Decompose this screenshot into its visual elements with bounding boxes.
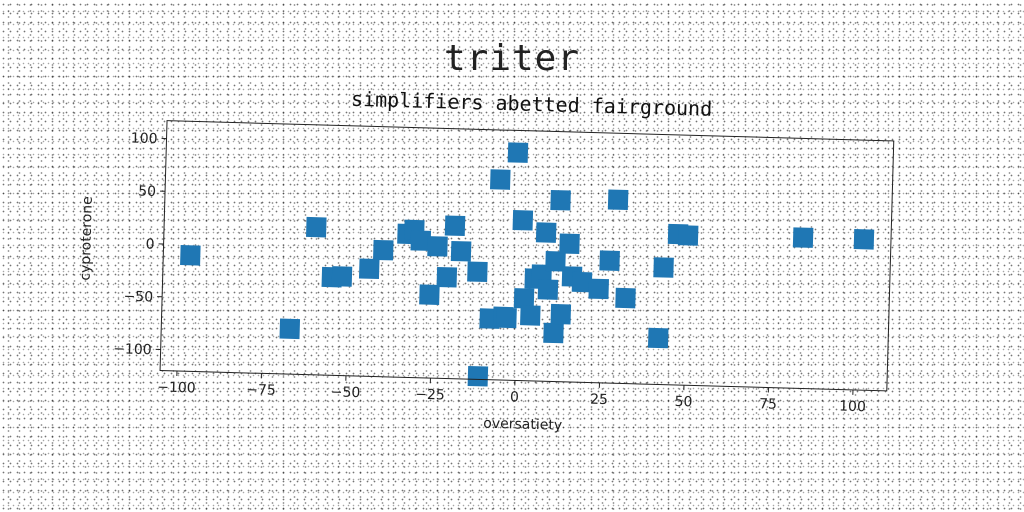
data-point xyxy=(677,225,699,246)
y-tick-label: 0 xyxy=(145,237,154,253)
data-point xyxy=(180,245,201,266)
scatter-figure: simplifiers abetted fairground −100 −75 −5… xyxy=(55,78,945,462)
y-tick-label: 100 xyxy=(131,131,158,148)
scatter-chart: simplifiers abetted fairground −100 −75 −5… xyxy=(78,87,895,434)
data-point xyxy=(373,239,394,261)
data-point xyxy=(419,284,440,305)
data-point xyxy=(545,251,566,272)
data-point xyxy=(410,230,432,251)
data-point xyxy=(537,279,559,300)
data-point xyxy=(279,318,301,340)
data-point xyxy=(559,233,580,255)
x-axis-label: oversatiety xyxy=(483,416,562,434)
data-point xyxy=(853,229,875,250)
x-tick-label: 75 xyxy=(759,396,777,412)
data-point xyxy=(647,327,669,349)
data-point xyxy=(450,240,472,262)
y-tick-label: −100 xyxy=(113,341,152,358)
x-tick-label: −75 xyxy=(246,382,276,399)
data-point xyxy=(653,257,674,278)
data-point xyxy=(490,169,511,190)
data-point xyxy=(550,303,572,325)
data-point xyxy=(535,222,557,243)
data-point xyxy=(436,266,458,288)
data-point xyxy=(507,142,529,163)
x-tick-label: −100 xyxy=(157,379,196,396)
x-axis-ticks: −100 −75 −50 −25 0 25 50 75 100 xyxy=(157,371,866,416)
data-point xyxy=(513,288,535,309)
data-point xyxy=(520,305,541,326)
data-point xyxy=(512,210,534,231)
chart-title: simplifiers abetted fairground xyxy=(351,87,713,121)
data-point xyxy=(427,236,448,257)
data-point xyxy=(543,322,564,344)
figure-suptitle: triter xyxy=(443,38,581,79)
data-point xyxy=(599,250,620,271)
data-point xyxy=(550,189,571,211)
x-tick-label: 0 xyxy=(510,389,519,405)
data-point xyxy=(444,215,466,237)
y-axis-label: cyproterone xyxy=(78,196,96,281)
y-tick-label: −50 xyxy=(123,289,153,306)
data-point xyxy=(792,227,814,248)
data-point xyxy=(496,307,517,329)
data-point xyxy=(607,189,629,211)
y-axis-ticks: −100 −50 0 50 100 xyxy=(113,131,167,358)
y-tick-label: 50 xyxy=(138,184,156,200)
data-point xyxy=(358,258,380,280)
data-point xyxy=(467,261,488,283)
data-point xyxy=(306,216,327,238)
data-point xyxy=(331,266,353,287)
x-tick-label: −25 xyxy=(415,387,445,404)
data-point xyxy=(615,287,636,309)
marks-layer xyxy=(180,142,875,387)
x-tick-label: 50 xyxy=(674,394,692,410)
x-tick-label: 25 xyxy=(590,392,608,408)
data-point xyxy=(588,278,609,300)
data-point xyxy=(467,365,489,387)
data-point xyxy=(571,271,593,293)
x-tick-label: −50 xyxy=(330,384,360,401)
plot-frame xyxy=(159,120,895,392)
x-tick-label: 100 xyxy=(839,399,866,416)
